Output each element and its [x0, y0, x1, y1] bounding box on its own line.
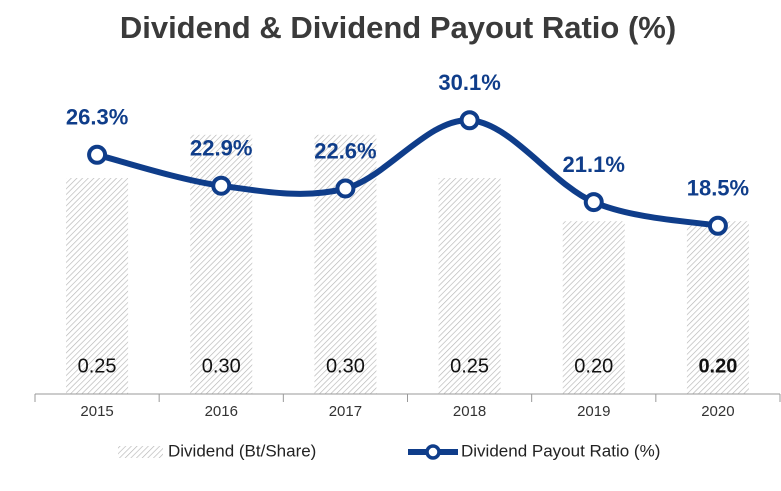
x-tick-label: 2016 — [205, 403, 238, 420]
legend-swatch — [118, 446, 163, 458]
bar-value-label: 0.20 — [698, 355, 737, 377]
line-value-label: 21.1% — [563, 152, 625, 177]
line-marker — [211, 175, 232, 196]
bar — [562, 221, 625, 394]
line-value-label: 26.3% — [66, 105, 128, 130]
line-value-label: 22.9% — [190, 136, 252, 161]
chart-title: Dividend & Dividend Payout Ratio (%) — [120, 10, 676, 45]
bar — [686, 221, 749, 394]
bar-value-label: 0.30 — [202, 355, 241, 377]
legend-marker — [425, 444, 441, 460]
x-tick-label: 2020 — [701, 403, 734, 420]
line-marker — [583, 192, 604, 213]
x-tick-label: 2017 — [329, 403, 362, 420]
line-marker — [459, 110, 480, 131]
x-tick-label: 2018 — [453, 403, 486, 420]
payout-line — [96, 117, 719, 229]
legend-label: Dividend Payout Ratio (%) — [461, 441, 660, 460]
line-marker — [707, 215, 728, 236]
bar — [438, 178, 501, 394]
line-value-label: 30.1% — [438, 70, 500, 95]
x-tick-label: 2019 — [577, 403, 610, 420]
line-marker — [87, 144, 108, 165]
x-tick-label: 2015 — [80, 403, 113, 420]
line-value-label: 22.6% — [314, 138, 376, 163]
bar-value-label: 0.20 — [574, 355, 613, 377]
bar-value-label: 0.30 — [326, 355, 365, 377]
bar-value-label: 0.25 — [450, 355, 489, 377]
bar — [66, 178, 129, 394]
legend-label: Dividend (Bt/Share) — [168, 441, 316, 460]
bar-value-label: 0.25 — [78, 355, 117, 377]
line-marker — [335, 178, 356, 199]
line-value-label: 18.5% — [687, 176, 749, 201]
